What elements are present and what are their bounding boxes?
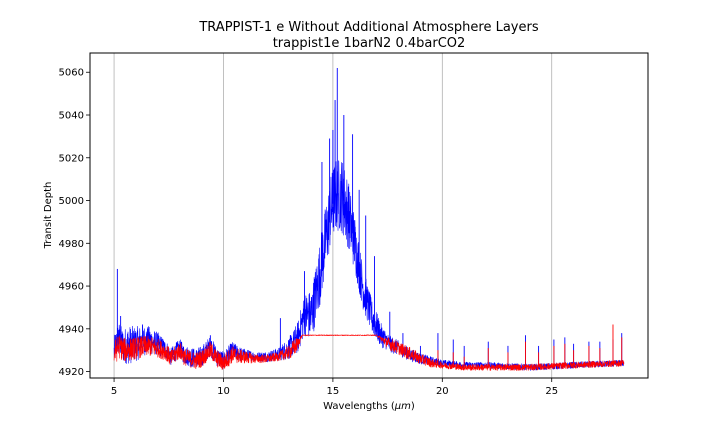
y-axis-ticks: 4920 4940 4960 4980 5000 5020 5040 5060 bbox=[59, 68, 90, 378]
chart-title: TRAPPIST-1 e Without Additional Atmosphe… bbox=[198, 20, 538, 35]
x-tick-label: 15 bbox=[327, 386, 340, 397]
x-tick-label: 25 bbox=[545, 386, 558, 397]
y-tick-label: 4920 bbox=[59, 367, 84, 378]
y-tick-label: 5040 bbox=[59, 111, 84, 122]
plot-area bbox=[113, 67, 625, 371]
series-line-1 bbox=[113, 160, 625, 371]
axes-frame bbox=[89, 52, 649, 379]
x-tick-label: 10 bbox=[217, 386, 230, 397]
x-tick-label: 20 bbox=[436, 386, 449, 397]
y-axis-label: Transit Depth bbox=[43, 182, 54, 250]
series-line-2 bbox=[113, 334, 625, 371]
y-tick-label: 5060 bbox=[59, 68, 84, 79]
y-tick-label: 4980 bbox=[59, 239, 84, 250]
x-tick-label: 5 bbox=[111, 386, 117, 397]
y-tick-label: 4940 bbox=[59, 324, 84, 335]
y-tick-label: 5020 bbox=[59, 153, 84, 164]
y-tick-label: 4960 bbox=[59, 282, 84, 293]
y-tick-label: 5000 bbox=[59, 196, 84, 207]
chart-subtitle: trappist1e 1barN2 0.4barCO2 bbox=[273, 36, 466, 51]
x-axis-label: Wavelengths (μm) bbox=[323, 401, 415, 412]
x-axis-ticks: 5 10 15 20 25 bbox=[111, 378, 558, 397]
